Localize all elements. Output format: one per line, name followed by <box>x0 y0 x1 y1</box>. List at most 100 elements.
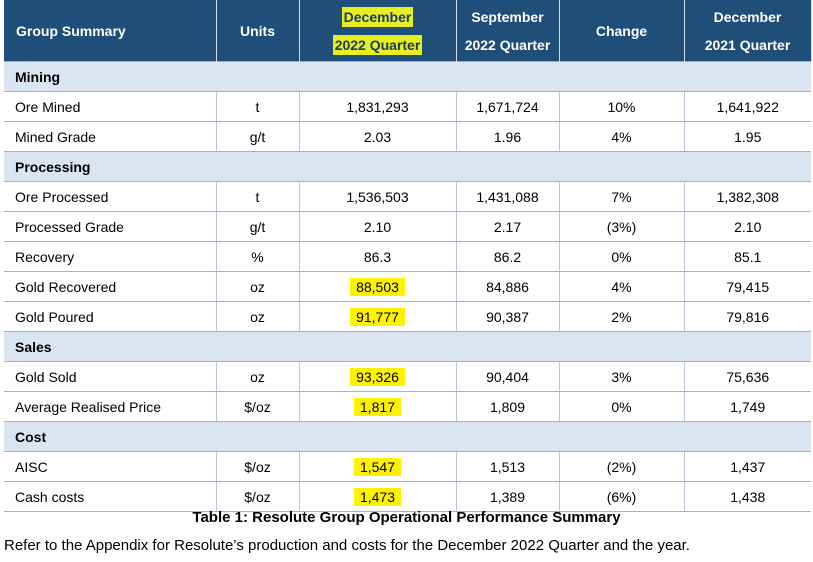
cell-dec-2022: 1,831,293 <box>299 91 457 122</box>
cell-change: (3%) <box>559 211 685 242</box>
table-row: Ore Mined t 1,831,293 1,671,724 10% 1,64… <box>4 91 811 122</box>
highlighted-value: 93,326 <box>350 367 405 386</box>
cell-sep-2022: 90,387 <box>456 301 560 332</box>
highlighted-value: 1,473 <box>353 487 402 506</box>
header-december-2021-line1: December <box>713 8 782 25</box>
cell-units: $/oz <box>216 391 300 422</box>
cell-dec-2022: 93,326 <box>299 361 457 392</box>
cell-change: (6%) <box>559 481 685 512</box>
section-label: Cost <box>4 421 811 452</box>
cell-change: 10% <box>559 91 685 122</box>
cell-dec-2021: 75,636 <box>684 361 811 392</box>
cell-sep-2022: 86.2 <box>456 241 560 272</box>
row-label: Gold Sold <box>4 361 217 392</box>
cell-dec-2022: 2.03 <box>299 121 457 152</box>
cell-dec-2022: 1,817 <box>299 391 457 422</box>
cell-sep-2022: 1,671,724 <box>456 91 560 122</box>
cell-units: oz <box>216 301 300 332</box>
cell-dec-2022: 2.10 <box>299 211 457 242</box>
header-row: Group Summary Units December 2022 Quarte… <box>4 0 812 62</box>
row-label: AISC <box>4 451 217 482</box>
table-row: Gold Sold oz 93,326 90,404 3% 75,636 <box>4 361 811 392</box>
table-row: Mined Grade g/t 2.03 1.96 4% 1.95 <box>4 121 811 152</box>
header-units: Units <box>216 0 300 62</box>
row-label: Processed Grade <box>4 211 217 242</box>
cell-dec-2022: 1,536,503 <box>299 181 457 212</box>
cell-dec-2021: 1,437 <box>684 451 811 482</box>
table-row: Average Realised Price $/oz 1,817 1,809 … <box>4 391 811 422</box>
row-label: Gold Poured <box>4 301 217 332</box>
section-label: Sales <box>4 331 811 362</box>
row-label: Mined Grade <box>4 121 217 152</box>
cell-dec-2022: 1,473 <box>299 481 457 512</box>
header-december-2021-line2: 2021 Quarter <box>704 36 791 53</box>
cell-units: t <box>216 181 300 212</box>
appendix-note: Refer to the Appendix for Resolute’s pro… <box>4 537 690 554</box>
cell-sep-2022: 1,809 <box>456 391 560 422</box>
table-row: Recovery % 86.3 86.2 0% 85.1 <box>4 241 811 272</box>
cell-change: (2%) <box>559 451 685 482</box>
table-row: Gold Poured oz 91,777 90,387 2% 79,816 <box>4 301 811 332</box>
section-label: Processing <box>4 151 811 182</box>
cell-units: g/t <box>216 211 300 242</box>
highlighted-value: 88,503 <box>350 277 405 296</box>
cell-sep-2022: 90,404 <box>456 361 560 392</box>
row-label: Recovery <box>4 241 217 272</box>
header-change: Change <box>559 0 685 62</box>
cell-dec-2021: 1.95 <box>684 121 811 152</box>
cell-units: $/oz <box>216 451 300 482</box>
cell-sep-2022: 2.17 <box>456 211 560 242</box>
highlighted-value: 1,547 <box>353 457 402 476</box>
cell-sep-2022: 1,389 <box>456 481 560 512</box>
cell-dec-2021: 2.10 <box>684 211 811 242</box>
cell-dec-2021: 1,749 <box>684 391 811 422</box>
highlighted-value: 91,777 <box>350 307 405 326</box>
row-label: Cash costs <box>4 481 217 512</box>
row-label: Gold Recovered <box>4 271 217 302</box>
cell-sep-2022: 1,431,088 <box>456 181 560 212</box>
header-september-2022: September 2022 Quarter <box>456 0 560 62</box>
cell-dec-2021: 1,382,308 <box>684 181 811 212</box>
section-cost: Cost <box>4 421 811 452</box>
header-december-2022: December 2022 Quarter <box>299 0 457 62</box>
table-row: Gold Recovered oz 88,503 84,886 4% 79,41… <box>4 271 811 302</box>
table-row: Processed Grade g/t 2.10 2.17 (3%) 2.10 <box>4 211 811 242</box>
row-label: Ore Mined <box>4 91 217 122</box>
table-row: AISC $/oz 1,547 1,513 (2%) 1,437 <box>4 451 811 482</box>
cell-dec-2022: 91,777 <box>299 301 457 332</box>
cell-units: oz <box>216 271 300 302</box>
cell-dec-2021: 85.1 <box>684 241 811 272</box>
header-december-2021: December 2021 Quarter <box>684 0 812 62</box>
cell-units: $/oz <box>216 481 300 512</box>
cell-change: 0% <box>559 241 685 272</box>
cell-dec-2022: 88,503 <box>299 271 457 302</box>
table-caption: Table 1: Resolute Group Operational Perf… <box>192 509 621 526</box>
cell-change: 2% <box>559 301 685 332</box>
row-label: Ore Processed <box>4 181 217 212</box>
cell-dec-2021: 1,641,922 <box>684 91 811 122</box>
header-september-2022-line1: September <box>471 8 544 25</box>
cell-dec-2021: 1,438 <box>684 481 811 512</box>
cell-units: t <box>216 91 300 122</box>
cell-change: 4% <box>559 271 685 302</box>
cell-dec-2022: 86.3 <box>299 241 457 272</box>
cell-dec-2021: 79,415 <box>684 271 811 302</box>
section-processing: Processing <box>4 151 811 182</box>
cell-change: 4% <box>559 121 685 152</box>
row-label: Average Realised Price <box>4 391 217 422</box>
section-mining: Mining <box>4 61 811 92</box>
header-group-summary: Group Summary <box>4 0 217 62</box>
cell-units: % <box>216 241 300 272</box>
cell-change: 7% <box>559 181 685 212</box>
header-december-2022-line1: December <box>341 6 414 27</box>
cell-change: 0% <box>559 391 685 422</box>
cell-sep-2022: 1.96 <box>456 121 560 152</box>
header-december-2022-line2: 2022 Quarter <box>332 34 423 55</box>
table-row: Cash costs $/oz 1,473 1,389 (6%) 1,438 <box>4 481 811 512</box>
section-label: Mining <box>4 61 811 92</box>
group-summary-table: Group Summary Units December 2022 Quarte… <box>4 0 812 512</box>
cell-sep-2022: 84,886 <box>456 271 560 302</box>
cell-dec-2021: 79,816 <box>684 301 811 332</box>
cell-change: 3% <box>559 361 685 392</box>
cell-sep-2022: 1,513 <box>456 451 560 482</box>
